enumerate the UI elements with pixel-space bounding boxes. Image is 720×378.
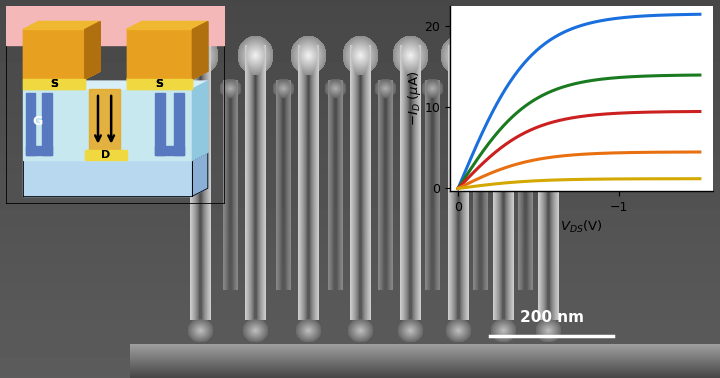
Polygon shape bbox=[85, 150, 127, 160]
Polygon shape bbox=[23, 81, 208, 89]
Polygon shape bbox=[6, 0, 225, 45]
Polygon shape bbox=[155, 146, 184, 155]
Text: S: S bbox=[156, 79, 163, 90]
Polygon shape bbox=[127, 29, 192, 79]
Polygon shape bbox=[127, 79, 192, 89]
Text: 200 nm: 200 nm bbox=[520, 310, 583, 325]
Polygon shape bbox=[192, 81, 208, 160]
Polygon shape bbox=[25, 93, 35, 155]
Polygon shape bbox=[192, 152, 208, 196]
Polygon shape bbox=[25, 146, 52, 155]
Y-axis label: $-I_D$ ($\mu$A): $-I_D$ ($\mu$A) bbox=[406, 71, 423, 126]
Polygon shape bbox=[23, 89, 192, 160]
Polygon shape bbox=[192, 22, 208, 79]
Polygon shape bbox=[23, 79, 85, 89]
X-axis label: $V_{DS}$(V): $V_{DS}$(V) bbox=[560, 219, 603, 235]
Polygon shape bbox=[127, 79, 192, 89]
Polygon shape bbox=[23, 29, 85, 79]
Bar bbox=[6, 6, 225, 204]
Polygon shape bbox=[155, 93, 165, 155]
Polygon shape bbox=[192, 22, 208, 79]
Polygon shape bbox=[23, 22, 100, 29]
Polygon shape bbox=[85, 22, 100, 79]
Polygon shape bbox=[23, 152, 208, 160]
Polygon shape bbox=[42, 93, 52, 155]
Polygon shape bbox=[23, 79, 85, 89]
Polygon shape bbox=[23, 22, 100, 29]
Polygon shape bbox=[23, 29, 85, 79]
Text: S: S bbox=[156, 79, 163, 90]
Polygon shape bbox=[127, 29, 192, 79]
Polygon shape bbox=[127, 22, 208, 29]
Text: D: D bbox=[101, 150, 110, 160]
Text: S: S bbox=[50, 79, 58, 90]
Polygon shape bbox=[127, 22, 208, 29]
Polygon shape bbox=[127, 71, 208, 79]
Text: G: G bbox=[32, 115, 42, 128]
Polygon shape bbox=[85, 22, 100, 79]
Polygon shape bbox=[174, 93, 184, 155]
Text: S: S bbox=[50, 79, 58, 90]
Polygon shape bbox=[23, 71, 100, 79]
Polygon shape bbox=[23, 160, 192, 196]
Polygon shape bbox=[89, 89, 120, 150]
